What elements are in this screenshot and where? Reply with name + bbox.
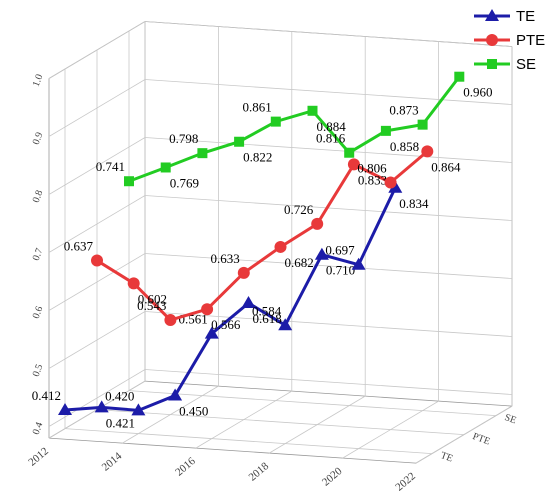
marker: [234, 136, 245, 147]
data-label: 0.584: [252, 303, 282, 318]
grid-line: [144, 21, 513, 47]
data-label: 0.864: [431, 159, 461, 174]
legend-label: PTE: [516, 32, 545, 49]
marker: [201, 303, 214, 316]
marker: [314, 247, 329, 260]
marker: [168, 388, 183, 401]
marker: [94, 400, 109, 413]
data-label: 0.726: [284, 202, 314, 217]
data-label: 0.637: [64, 239, 94, 254]
z-tick-label: TE: [439, 450, 454, 465]
data-label: 0.618: [253, 311, 282, 326]
grid-line: [144, 79, 513, 105]
legend-label: SE: [516, 56, 536, 73]
y-tick-label: 0.4: [31, 421, 46, 437]
data-label: 0.884: [317, 119, 347, 134]
data-label: 0.682: [285, 255, 314, 270]
marker: [454, 71, 465, 82]
depth-grid-line: [96, 409, 465, 435]
marker: [278, 318, 293, 331]
data-label: 0.833: [358, 172, 387, 187]
data-label: 0.822: [243, 150, 272, 165]
x-tick-label: 2016: [173, 455, 198, 479]
data-label: 0.960: [463, 85, 492, 100]
marker: [347, 158, 360, 171]
data-label: 0.420: [105, 388, 134, 403]
marker: [421, 145, 434, 158]
data-label: 0.710: [326, 263, 355, 278]
marker: [197, 148, 208, 159]
data-label: 0.806: [357, 161, 387, 176]
data-label: 0.697: [325, 243, 355, 258]
marker: [384, 176, 397, 189]
marker: [58, 403, 72, 416]
marker: [274, 240, 287, 253]
data-label: 0.566: [211, 317, 241, 332]
data-label: 0.798: [169, 131, 198, 146]
series-line: [96, 150, 429, 322]
marker: [351, 257, 366, 270]
data-label: 0.633: [211, 251, 240, 266]
marker: [344, 147, 355, 158]
marker: [380, 125, 391, 136]
box-edge: [48, 437, 417, 464]
data-label: 0.834: [399, 196, 429, 211]
legend-marker: [485, 9, 499, 21]
series-line: [128, 75, 461, 183]
data-label: 0.769: [170, 175, 199, 190]
box-edge: [144, 380, 513, 407]
x-tick-label: 2020: [320, 465, 345, 489]
x-tick-label: 2022: [393, 470, 418, 493]
marker: [417, 119, 428, 130]
data-label: 0.861: [243, 100, 272, 115]
y-tick-label: 0.9: [31, 131, 46, 147]
depth-grid-line: [128, 390, 497, 416]
data-label: 0.543: [137, 298, 166, 313]
marker: [124, 176, 134, 187]
marker: [388, 180, 403, 193]
y-tick-label: 0.5: [31, 363, 46, 379]
legend-marker: [486, 34, 498, 46]
data-label: 0.412: [32, 388, 61, 403]
marker: [164, 314, 177, 327]
marker: [91, 254, 103, 267]
z-tick-label: PTE: [471, 431, 491, 447]
depth-grid-line: [64, 428, 433, 454]
y-tick-label: 0.6: [31, 305, 46, 321]
data-label: 0.873: [389, 103, 418, 118]
marker: [270, 116, 281, 127]
x-tick-label: 2018: [247, 460, 272, 484]
data-label: 0.421: [106, 415, 135, 430]
data-label: 0.450: [179, 404, 208, 419]
x-tick-label: 2012: [26, 445, 51, 468]
y-tick-label: 0.8: [31, 189, 46, 205]
marker: [311, 217, 324, 230]
marker: [307, 105, 318, 116]
marker: [204, 326, 219, 339]
data-label: 0.602: [138, 291, 167, 306]
series-line: [64, 187, 397, 412]
grid-line: [144, 311, 513, 337]
x-tick-label: 2014: [100, 450, 125, 474]
marker: [160, 162, 171, 173]
marker: [131, 403, 146, 416]
y-tick-label: 0.7: [31, 247, 46, 263]
data-label: 0.858: [390, 139, 419, 154]
grid-line: [144, 253, 513, 279]
grid-line: [144, 369, 513, 395]
marker: [241, 296, 256, 309]
z-tick-label: SE: [503, 412, 518, 426]
legend-marker: [487, 59, 497, 69]
legend-label: TE: [516, 8, 535, 25]
grid-line: [144, 137, 513, 163]
marker: [237, 266, 250, 279]
marker: [127, 277, 140, 290]
y-tick-label: 1.0: [31, 73, 46, 89]
data-label: 0.741: [96, 159, 125, 174]
data-label: 0.816: [316, 131, 346, 146]
